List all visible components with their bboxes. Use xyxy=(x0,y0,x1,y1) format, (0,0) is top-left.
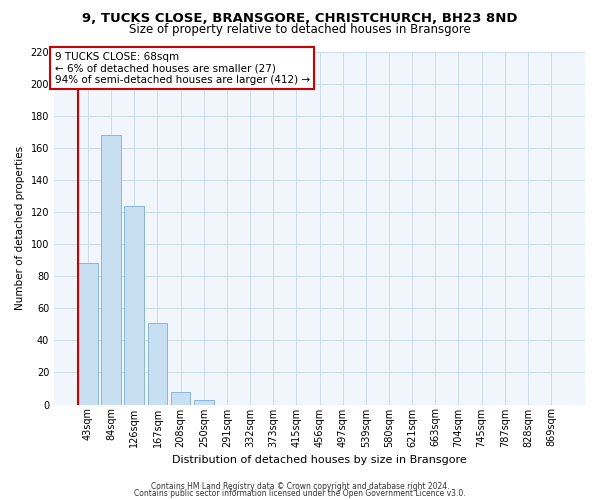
Text: Contains public sector information licensed under the Open Government Licence v3: Contains public sector information licen… xyxy=(134,489,466,498)
Text: 9 TUCKS CLOSE: 68sqm
← 6% of detached houses are smaller (27)
94% of semi-detach: 9 TUCKS CLOSE: 68sqm ← 6% of detached ho… xyxy=(55,52,310,84)
X-axis label: Distribution of detached houses by size in Bransgore: Distribution of detached houses by size … xyxy=(172,455,467,465)
Bar xyxy=(171,392,190,404)
Text: 9, TUCKS CLOSE, BRANSGORE, CHRISTCHURCH, BH23 8ND: 9, TUCKS CLOSE, BRANSGORE, CHRISTCHURCH,… xyxy=(82,12,518,26)
Bar xyxy=(78,264,98,404)
Text: Size of property relative to detached houses in Bransgore: Size of property relative to detached ho… xyxy=(129,22,471,36)
Bar xyxy=(124,206,144,404)
Bar xyxy=(194,400,214,404)
Bar xyxy=(148,322,167,404)
Text: Contains HM Land Registry data © Crown copyright and database right 2024.: Contains HM Land Registry data © Crown c… xyxy=(151,482,449,491)
Bar xyxy=(101,135,121,404)
Y-axis label: Number of detached properties: Number of detached properties xyxy=(15,146,25,310)
